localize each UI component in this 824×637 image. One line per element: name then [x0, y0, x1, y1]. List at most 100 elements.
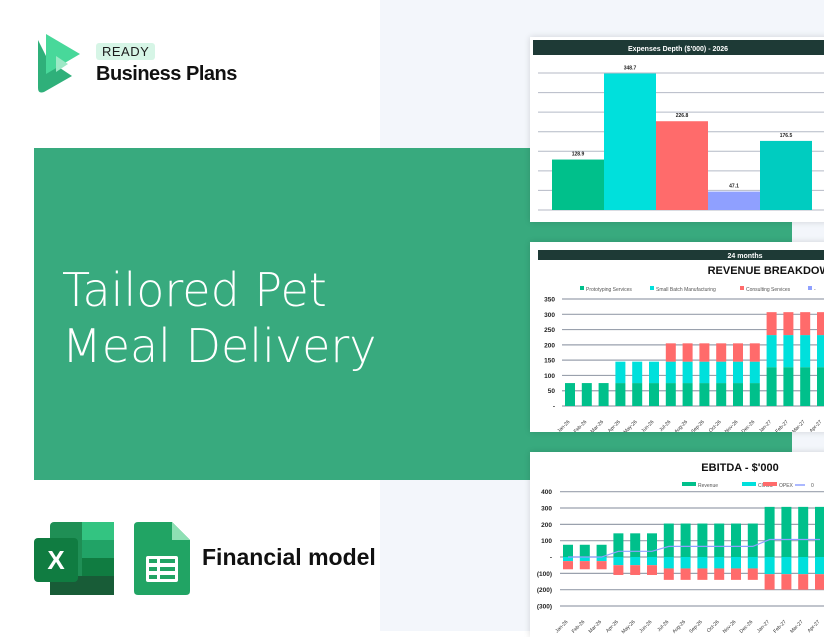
bar-segment — [800, 312, 811, 336]
x-tick-label: Apr-26 — [607, 419, 622, 432]
bar-segment — [647, 533, 657, 558]
bar-segment — [766, 312, 777, 336]
bar-segment — [798, 506, 809, 558]
bar-segment — [680, 568, 691, 580]
bar-segment — [815, 506, 824, 558]
y-tick-label: 100 — [541, 538, 552, 545]
bar-segment — [663, 557, 674, 569]
x-tick-label: Nov-26 — [722, 619, 738, 635]
bar-segment — [682, 361, 693, 384]
y-tick-label: (200) — [537, 587, 552, 594]
y-tick-label: 300 — [544, 312, 555, 319]
y-tick-label: (100) — [537, 571, 552, 578]
legend-label: Revenue — [698, 483, 718, 489]
chart-header-bar — [538, 250, 824, 260]
x-tick-label: Mar-27 — [791, 419, 807, 432]
bar-segment — [798, 574, 809, 590]
legend-swatch — [742, 482, 756, 486]
x-tick-label: Mar-27 — [789, 619, 805, 635]
bar-segment — [563, 561, 573, 570]
y-tick-label: 350 — [544, 297, 555, 304]
bar-segment — [596, 561, 607, 570]
chart-title: REVENUE BREAKDOWN - $'0 — [708, 265, 824, 277]
x-tick-label: Jun-26 — [638, 619, 653, 634]
data-label: 47.1 — [729, 184, 739, 190]
page-title: Tailored Pet Meal Delivery — [62, 262, 377, 374]
bar-segment — [764, 557, 775, 575]
legend-swatch — [740, 286, 744, 290]
bar-segment — [764, 574, 775, 590]
bar-segment — [714, 568, 725, 580]
data-label: 176.5 — [780, 133, 793, 139]
y-tick-label: 100 — [544, 373, 555, 380]
x-tick-label: Sep-26 — [688, 619, 704, 635]
bar-segment — [615, 361, 626, 384]
x-tick-label: Jan-26 — [554, 619, 569, 634]
financial-model-label: Financial model — [202, 544, 376, 570]
bar-segment — [579, 557, 590, 562]
legend-swatch — [808, 286, 812, 290]
bar-segment — [783, 367, 794, 406]
legend-label: OPEX — [779, 483, 794, 489]
x-tick-label: Apr-26 — [605, 619, 620, 634]
legend-label: - — [814, 287, 816, 293]
x-tick-label: Oct-26 — [708, 419, 723, 432]
bar-segment — [716, 343, 727, 362]
x-tick-label: Mar-26 — [590, 419, 606, 432]
expenses-chart-card: Expenses Depth ($'000) - 2026 128.9 348.7 2… — [530, 37, 824, 222]
bar-segment — [613, 533, 624, 558]
x-tick-label: Jul-26 — [658, 419, 672, 432]
bar-segment — [563, 544, 573, 558]
bar-segment — [766, 367, 777, 406]
bar-segment — [613, 565, 624, 575]
x-tick-label: Feb-26 — [573, 419, 589, 432]
bar-segment — [783, 312, 794, 336]
bar-segment — [598, 383, 609, 406]
x-tick-label: Oct-26 — [706, 619, 721, 634]
bar-segment — [630, 533, 641, 558]
bar-segment — [697, 557, 708, 569]
title-line-1: Tailored Pet — [62, 263, 327, 317]
bar-segment — [579, 561, 590, 570]
bar-segment — [579, 544, 590, 558]
bar-segment — [663, 568, 674, 580]
chart-title: EBITDA - $'000 — [701, 462, 778, 474]
bar — [656, 121, 708, 210]
bar-segment — [632, 383, 643, 406]
bar-segment — [632, 361, 643, 384]
bar-segment — [596, 557, 607, 562]
x-tick-label: Apr-27 — [809, 419, 824, 432]
bar-segment — [731, 523, 741, 558]
bar-segment — [817, 312, 824, 336]
bar — [604, 73, 656, 211]
bar-segment — [747, 568, 758, 580]
bar-segment — [800, 367, 811, 406]
legend-label: Consulting Services — [746, 287, 791, 293]
bar-segment — [733, 383, 743, 406]
bar-segment — [682, 343, 693, 362]
y-tick-label: (300) — [537, 604, 552, 611]
bar — [552, 159, 604, 210]
bar-segment — [665, 383, 676, 406]
data-label: 226.8 — [676, 113, 689, 119]
svg-text:X: X — [47, 545, 65, 575]
bar-segment — [581, 383, 592, 406]
y-tick-label: 250 — [544, 327, 555, 334]
y-tick-label: 400 — [541, 489, 552, 496]
ebitda-chart-card: EBITDA - $'000RevenueCOGSOPEX04003002001… — [530, 452, 824, 637]
excel-icon: X — [34, 522, 114, 595]
bar-segment — [630, 565, 641, 575]
legend-swatch — [580, 286, 584, 290]
bar-segment — [663, 523, 674, 558]
x-tick-label: Dec-26 — [741, 419, 757, 432]
bar-segment — [766, 335, 777, 368]
bar-segment — [649, 383, 659, 406]
data-label: 128.9 — [572, 152, 585, 158]
bar-segment — [781, 574, 792, 590]
x-tick-label: Feb-27 — [772, 619, 788, 635]
bar-segment — [798, 557, 809, 575]
bar-segment — [749, 343, 760, 362]
x-tick-label: Jan-27 — [756, 619, 771, 634]
bar-segment — [699, 343, 710, 362]
x-tick-label: Jan-27 — [758, 419, 773, 432]
